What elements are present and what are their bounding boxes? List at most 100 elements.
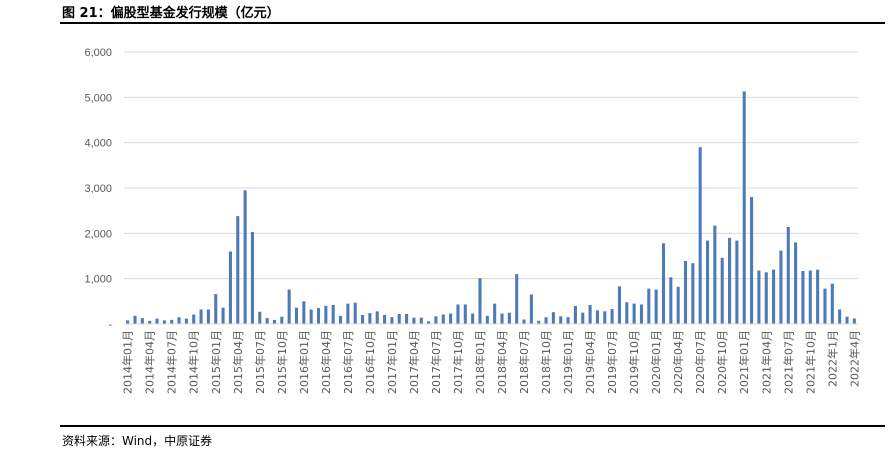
x-tick-label: 2020年01月 — [649, 330, 663, 394]
x-tick-label: 2014年10月 — [187, 330, 201, 394]
bar — [228, 251, 232, 324]
bar — [544, 317, 548, 324]
bar — [559, 316, 563, 324]
bar — [405, 314, 409, 324]
bar — [353, 302, 357, 324]
bar — [610, 309, 614, 324]
y-tick-label: 1,000 — [84, 274, 112, 286]
x-tick-label: 2019年07月 — [605, 330, 619, 394]
source-rule — [60, 425, 885, 427]
bar — [162, 320, 166, 324]
bar — [522, 319, 526, 324]
bar — [192, 314, 196, 324]
bar — [324, 305, 328, 324]
x-tick-label: 2015年01月 — [209, 330, 223, 394]
x-tick-label: 2014年01月 — [121, 330, 135, 394]
bar — [236, 216, 240, 324]
bar — [772, 269, 776, 324]
x-tick-label: 2018年04月 — [495, 330, 509, 394]
bar — [302, 301, 306, 324]
x-tick-label: 2018年07月 — [517, 330, 531, 394]
x-tick-label: 2016年10月 — [363, 330, 377, 394]
bar — [427, 321, 431, 324]
bar — [140, 318, 144, 324]
bar — [691, 263, 695, 324]
bar — [537, 320, 541, 324]
bar — [647, 288, 651, 324]
bar — [632, 303, 636, 324]
bar — [287, 289, 291, 324]
x-tick-label: 2021年10月 — [803, 330, 817, 394]
y-tick-label: - — [108, 319, 112, 331]
bar — [265, 318, 269, 324]
bar — [720, 257, 724, 324]
figure-title: 图 21：偏股型基金发行规模（亿元） — [62, 6, 280, 21]
bars — [126, 91, 856, 324]
y-tick-label: 4,000 — [84, 138, 112, 150]
bar — [661, 243, 666, 324]
bar — [316, 308, 321, 324]
bar — [419, 317, 423, 324]
bar — [133, 315, 137, 324]
x-axis: 2014年01月 2014年04月 2014年07月 2014年10月 2015年01月… — [121, 330, 862, 394]
bar — [705, 240, 710, 324]
x-tick-label: 2017年01月 — [385, 330, 399, 394]
bar — [258, 311, 262, 324]
bar — [214, 294, 218, 324]
x-tick-label: 2021年01月 — [737, 330, 751, 394]
bar — [625, 302, 629, 324]
bar — [397, 314, 401, 324]
bar — [515, 274, 519, 324]
bar — [698, 147, 702, 324]
x-tick-label: 2015年07月 — [253, 330, 267, 394]
bar — [764, 272, 768, 324]
x-tick-label: 2017年04月 — [407, 330, 421, 394]
bar — [852, 318, 856, 324]
bar — [434, 316, 438, 324]
bar — [463, 304, 467, 324]
bar — [617, 286, 621, 324]
bar — [750, 197, 754, 324]
bar — [713, 225, 717, 324]
bar — [485, 315, 489, 324]
bar — [471, 313, 475, 324]
bar — [654, 289, 658, 324]
y-tick-label: 6,000 — [84, 47, 112, 59]
bar — [551, 312, 555, 324]
bar — [808, 270, 812, 324]
x-tick-label: 2020年10月 — [715, 330, 729, 394]
bar — [786, 226, 790, 324]
x-tick-label: 2017年07月 — [429, 330, 443, 394]
bar — [500, 313, 504, 324]
bar — [272, 319, 277, 324]
bar — [243, 190, 247, 324]
x-tick-label: 2015年10月 — [275, 330, 289, 394]
x-tick-label: 2021年04月 — [759, 330, 773, 394]
source-note: 资料来源：Wind，中原证券 — [62, 434, 213, 448]
bar — [735, 240, 739, 324]
bar — [361, 314, 365, 324]
title-rule — [60, 22, 885, 24]
x-tick-label: 2021年07月 — [781, 330, 795, 394]
x-tick-label: 2022年1月 — [825, 330, 839, 387]
bar — [742, 91, 746, 324]
bar — [294, 307, 299, 324]
bar — [794, 242, 798, 324]
x-tick-label: 2014年07月 — [165, 330, 179, 394]
x-tick-label: 2018年01月 — [473, 330, 487, 394]
bar — [779, 250, 783, 324]
bar — [838, 309, 842, 324]
bar — [456, 304, 460, 324]
bar — [588, 304, 592, 324]
bar — [573, 305, 577, 324]
bar — [845, 316, 849, 324]
bar — [507, 312, 511, 324]
x-tick-label: 2020年04月 — [671, 330, 685, 394]
bar — [801, 270, 805, 324]
bar — [383, 314, 387, 324]
bar — [390, 317, 394, 324]
bar — [346, 303, 350, 324]
bar — [199, 309, 203, 324]
y-axis: - 1,000 2,000 3,000 4,000 5,000 6,000 — [84, 47, 112, 331]
